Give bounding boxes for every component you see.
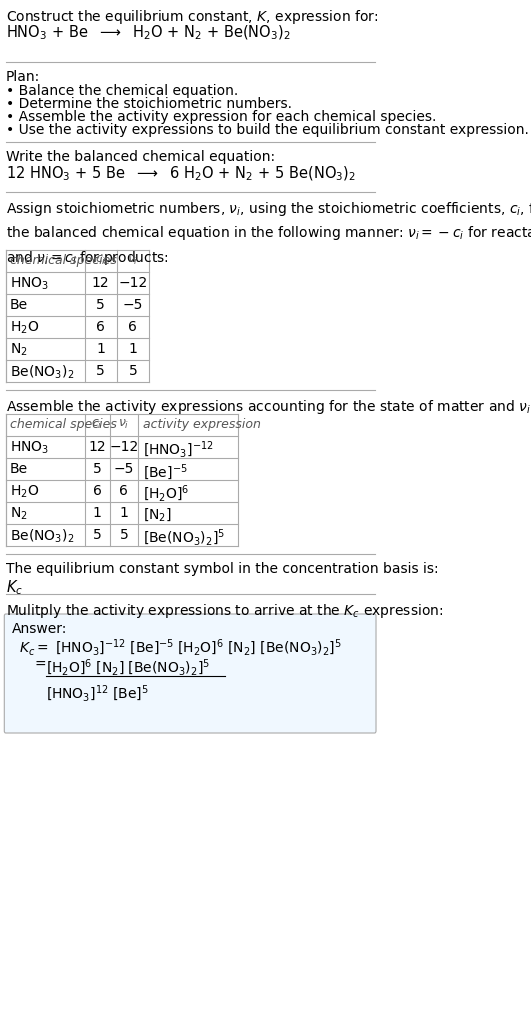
Text: H$_2$O: H$_2$O bbox=[10, 320, 39, 336]
Text: Be: Be bbox=[10, 461, 28, 476]
Text: 5: 5 bbox=[93, 528, 101, 542]
Text: Write the balanced chemical equation:: Write the balanced chemical equation: bbox=[6, 150, 275, 164]
Text: −5: −5 bbox=[114, 461, 134, 476]
Text: Assemble the activity expressions accounting for the state of matter and $\nu_i$: Assemble the activity expressions accoun… bbox=[6, 398, 531, 416]
Text: H$_2$O: H$_2$O bbox=[10, 484, 39, 500]
Text: 1: 1 bbox=[119, 506, 129, 520]
Text: [Be]$^{-5}$: [Be]$^{-5}$ bbox=[142, 461, 187, 482]
Text: 6: 6 bbox=[129, 320, 138, 334]
Text: −12: −12 bbox=[118, 276, 148, 290]
Text: 6: 6 bbox=[96, 320, 105, 334]
Text: $= $: $= $ bbox=[31, 657, 46, 670]
Text: Be: Be bbox=[10, 298, 28, 312]
Text: 5: 5 bbox=[129, 364, 137, 378]
Text: • Assemble the activity expression for each chemical species.: • Assemble the activity expression for e… bbox=[6, 110, 436, 124]
Text: [HNO$_3$]$^{12}$ [Be]$^5$: [HNO$_3$]$^{12}$ [Be]$^5$ bbox=[46, 684, 149, 704]
Text: 5: 5 bbox=[96, 298, 105, 312]
Text: $K_c$: $K_c$ bbox=[6, 578, 23, 596]
Text: HNO$_3$ + Be  $\longrightarrow$  H$_2$O + N$_2$ + Be(NO$_3$)$_2$: HNO$_3$ + Be $\longrightarrow$ H$_2$O + … bbox=[6, 25, 290, 43]
Text: −12: −12 bbox=[109, 440, 139, 454]
Text: 1: 1 bbox=[92, 506, 101, 520]
Text: 12 HNO$_3$ + 5 Be  $\longrightarrow$  6 H$_2$O + N$_2$ + 5 Be(NO$_3$)$_2$: 12 HNO$_3$ + 5 Be $\longrightarrow$ 6 H$… bbox=[6, 165, 356, 184]
Text: [H$_2$O]$^6$ [N$_2$] [Be(NO$_3$)$_2$]$^5$: [H$_2$O]$^6$ [N$_2$] [Be(NO$_3$)$_2$]$^5… bbox=[46, 658, 210, 678]
Text: Be(NO$_3$)$_2$: Be(NO$_3$)$_2$ bbox=[10, 364, 74, 382]
Text: N$_2$: N$_2$ bbox=[10, 342, 28, 358]
Text: 12: 12 bbox=[92, 276, 109, 290]
Text: 1: 1 bbox=[129, 342, 138, 356]
Text: chemical species: chemical species bbox=[10, 254, 117, 268]
Text: 1: 1 bbox=[96, 342, 105, 356]
Text: 12: 12 bbox=[88, 440, 106, 454]
Text: $K_c = $ [HNO$_3$]$^{-12}$ [Be]$^{-5}$ [H$_2$O]$^6$ [N$_2$] [Be(NO$_3$)$_2$]$^5$: $K_c = $ [HNO$_3$]$^{-12}$ [Be]$^{-5}$ [… bbox=[19, 638, 341, 659]
Text: [N$_2$]: [N$_2$] bbox=[142, 506, 172, 523]
Text: 6: 6 bbox=[92, 484, 101, 498]
Text: Assign stoichiometric numbers, $\nu_i$, using the stoichiometric coefficients, $: Assign stoichiometric numbers, $\nu_i$, … bbox=[6, 200, 531, 268]
Text: Answer:: Answer: bbox=[12, 622, 67, 636]
Text: The equilibrium constant symbol in the concentration basis is:: The equilibrium constant symbol in the c… bbox=[6, 562, 439, 576]
Text: HNO$_3$: HNO$_3$ bbox=[10, 440, 49, 456]
Text: 5: 5 bbox=[96, 364, 105, 378]
Text: 5: 5 bbox=[119, 528, 129, 542]
Text: 5: 5 bbox=[93, 461, 101, 476]
Text: Mulitply the activity expressions to arrive at the $K_c$ expression:: Mulitply the activity expressions to arr… bbox=[6, 602, 443, 620]
Text: [Be(NO$_3$)$_2$]$^5$: [Be(NO$_3$)$_2$]$^5$ bbox=[142, 528, 225, 548]
Text: activity expression: activity expression bbox=[142, 418, 260, 431]
Text: • Use the activity expressions to build the equilibrium constant expression.: • Use the activity expressions to build … bbox=[6, 123, 528, 137]
Text: N$_2$: N$_2$ bbox=[10, 506, 28, 523]
Text: HNO$_3$: HNO$_3$ bbox=[10, 276, 49, 292]
Text: $c_i$: $c_i$ bbox=[91, 418, 102, 431]
Text: [H$_2$O]$^6$: [H$_2$O]$^6$ bbox=[142, 484, 189, 504]
Text: $c_i$: $c_i$ bbox=[95, 254, 106, 268]
FancyBboxPatch shape bbox=[4, 614, 376, 733]
Text: $\nu_i$: $\nu_i$ bbox=[127, 254, 139, 268]
Text: Be(NO$_3$)$_2$: Be(NO$_3$)$_2$ bbox=[10, 528, 74, 545]
Text: 6: 6 bbox=[119, 484, 129, 498]
Text: • Determine the stoichiometric numbers.: • Determine the stoichiometric numbers. bbox=[6, 97, 292, 111]
Text: [HNO$_3$]$^{-12}$: [HNO$_3$]$^{-12}$ bbox=[142, 440, 213, 460]
Text: Plan:: Plan: bbox=[6, 70, 40, 84]
Text: • Balance the chemical equation.: • Balance the chemical equation. bbox=[6, 84, 238, 98]
Text: −5: −5 bbox=[123, 298, 143, 312]
Text: Construct the equilibrium constant, $K$, expression for:: Construct the equilibrium constant, $K$,… bbox=[6, 8, 378, 26]
Text: chemical species: chemical species bbox=[10, 418, 117, 431]
Text: $\nu_i$: $\nu_i$ bbox=[118, 418, 130, 431]
